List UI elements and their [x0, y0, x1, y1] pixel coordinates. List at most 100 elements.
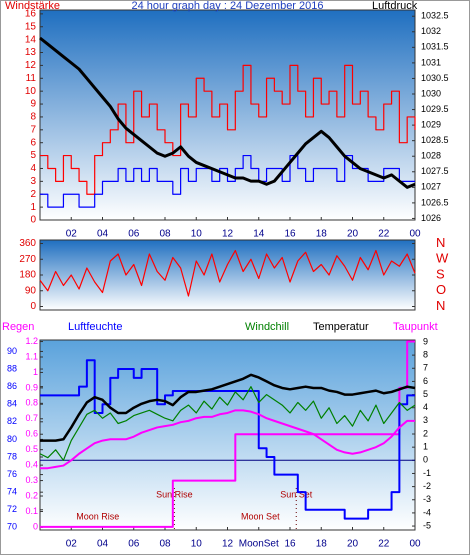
y-tick-label: 74	[7, 487, 17, 497]
y2-tick-label: 4	[423, 402, 428, 412]
y2-tick-label: 1032.5	[421, 11, 449, 21]
y-tick-label: 84	[7, 399, 17, 409]
y2-tick-label: N	[436, 235, 445, 250]
legend-label: Regen	[2, 321, 34, 333]
series-line	[40, 409, 415, 470]
y2-tick-label: -4	[423, 507, 431, 517]
y-axis-title: Windstärke	[5, 0, 60, 12]
y-tick-label: 13	[25, 47, 37, 58]
y2-tick-label: O	[436, 282, 446, 297]
y3-tick-label: 0.9	[25, 382, 38, 392]
y3-tick-label: 0.3	[25, 475, 38, 485]
y-tick-label: 1	[30, 202, 36, 213]
y-tick-label: 0	[30, 301, 36, 312]
y3-tick-label: 0.1	[25, 506, 38, 516]
y2-axis-title: Luftdruck	[372, 0, 418, 12]
y3-tick-label: 0.5	[25, 444, 38, 454]
series-line	[39, 36, 416, 189]
y-tick-label: 80	[7, 434, 17, 444]
y-tick-label: 16	[25, 9, 37, 20]
plot-area	[39, 239, 416, 311]
x-tick-label: 16	[284, 229, 296, 240]
y-tick-label: 82	[7, 416, 17, 426]
y-tick-label: 4	[30, 163, 36, 174]
event-label: Sun Rise	[156, 489, 193, 499]
x-tick-label: 04	[97, 539, 109, 550]
x-tick-label: 20	[347, 539, 359, 550]
y3-tick-label: 1.2	[25, 336, 38, 346]
y2-tick-label: 1031.5	[421, 42, 449, 52]
y2-tick-label: -3	[423, 494, 431, 504]
x-tick-label: 10	[191, 539, 203, 550]
event-label: Sun Set	[280, 489, 313, 499]
y-tick-label: 90	[25, 285, 37, 296]
y-tick-label: 90	[7, 346, 17, 356]
y2-tick-label: N	[436, 298, 445, 313]
y2-tick-label: -5	[423, 520, 431, 530]
y2-tick-label: S	[436, 266, 445, 281]
series-line	[40, 340, 415, 528]
y-tick-label: 12	[25, 60, 37, 71]
x-tick-label: 04	[97, 229, 109, 240]
y2-tick-label: 1032	[421, 26, 441, 36]
y-tick-label: 180	[19, 270, 36, 281]
y-tick-label: 270	[19, 254, 36, 265]
y2-tick-label: W	[436, 251, 449, 266]
x-tick-label: 22	[378, 539, 390, 550]
y-tick-label: 0	[30, 215, 36, 226]
y-tick-label: 70	[7, 522, 17, 532]
legend-label: Luftfeuchte	[68, 321, 122, 333]
y3-tick-label: 1.1	[25, 351, 38, 361]
y2-tick-label: 1029.5	[421, 104, 449, 114]
event-label: Moon Rise	[76, 511, 119, 521]
x-tick-label: 00	[409, 229, 421, 240]
y2-tick-label: 8	[423, 349, 428, 359]
x-tick-label: 08	[159, 229, 171, 240]
y3-tick-label: 0.6	[25, 429, 38, 439]
event-label: Moon Set	[241, 511, 280, 521]
y-tick-label: 3	[30, 176, 36, 187]
y2-tick-label: 1029	[421, 119, 441, 129]
y2-tick-label: -1	[423, 468, 431, 478]
x-tick-label: MoonSet	[239, 539, 279, 550]
series-line	[40, 64, 416, 195]
y-tick-label: 5	[30, 150, 36, 161]
x-tick-label: 14	[253, 229, 265, 240]
series-line	[39, 249, 416, 297]
x-tick-label: 20	[347, 229, 359, 240]
y2-tick-label: 0	[423, 455, 428, 465]
x-tick-label: 18	[316, 539, 328, 550]
y2-tick-label: 7	[423, 363, 428, 373]
x-tick-label: 10	[191, 229, 203, 240]
y2-tick-label: 2	[423, 428, 428, 438]
x-tick-label: 22	[378, 229, 390, 240]
y3-tick-label: 1	[33, 367, 38, 377]
chart-title: 24 hour graph day : 24 Dezember 2016	[131, 0, 323, 12]
y3-tick-label: 0.4	[25, 459, 38, 469]
series-line	[40, 373, 416, 442]
y2-tick-label: 1	[423, 442, 428, 452]
y2-tick-label: 3	[423, 415, 428, 425]
y2-tick-label: 9	[423, 336, 428, 346]
y3-tick-label: 0.8	[25, 398, 38, 408]
y3-tick-label: 0.7	[25, 413, 38, 423]
y2-tick-label: -2	[423, 481, 431, 491]
y2-tick-label: 1031	[421, 57, 441, 67]
y3-tick-label: 0.2	[25, 490, 38, 500]
x-tick-label: 02	[66, 539, 78, 550]
y-tick-label: 6	[30, 137, 36, 148]
y-tick-label: 7	[30, 124, 36, 135]
y2-tick-label: 1028	[421, 151, 441, 161]
y-tick-label: 14	[25, 34, 37, 45]
x-tick-label: 06	[128, 539, 140, 550]
x-tick-label: 18	[316, 229, 328, 240]
y2-tick-label: 1026.5	[421, 197, 449, 207]
x-tick-label: 12	[222, 229, 234, 240]
x-tick-label: 08	[159, 539, 171, 550]
y-tick-label: 8	[30, 112, 36, 123]
x-tick-label: 02	[66, 229, 78, 240]
x-tick-label: 06	[128, 229, 140, 240]
y2-tick-label: 1030.5	[421, 73, 449, 83]
y-tick-label: 2	[30, 189, 36, 200]
